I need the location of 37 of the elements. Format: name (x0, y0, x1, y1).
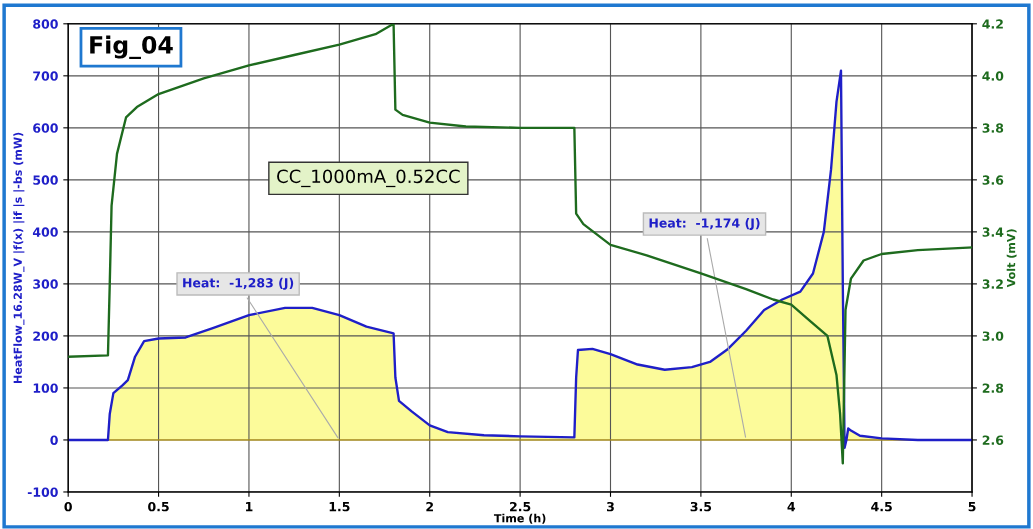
y-tick-label: 600 (33, 123, 58, 133)
y2-tick-label: 3.2 (982, 279, 1003, 289)
y2-axis-title: Volt (mV) (1006, 229, 1017, 288)
y-tick-label: 200 (33, 331, 58, 341)
y-tick-label: 0 (50, 435, 58, 445)
y-tick-label: 400 (32, 227, 58, 237)
x-tick-label: 4 (787, 502, 796, 512)
y-tick-label: 300 (33, 279, 58, 289)
y-tick-label: 500 (33, 175, 58, 185)
y2-tick-label: 2.8 (982, 383, 1004, 393)
x-axis-title: Time (h) (493, 513, 546, 524)
y-tick-label: 700 (33, 71, 58, 81)
y-axis-title: HeatFlow_16.28W_V |f(x) |if |s |-bs (mW) (13, 132, 25, 383)
annotation: Heat: -1,283 (J) (183, 277, 294, 290)
x-tick-label: 2.5 (510, 501, 531, 512)
y2-tick-label: 4.0 (982, 71, 1004, 81)
x-tick-label: 1 (246, 502, 253, 512)
x-tick-label: 2 (426, 501, 433, 512)
y2-tick-label: 2.6 (982, 435, 1004, 445)
annotation: CC_1000mA_0.52CC (277, 169, 460, 188)
chart-title: Fig_04 (90, 35, 173, 60)
x-tick-label: 3.5 (690, 501, 712, 512)
y-tick-label: -100 (27, 487, 58, 497)
x-tick-label: 3 (606, 501, 614, 512)
x-tick-label: 4.5 (871, 502, 892, 512)
x-tick-label: 1.5 (329, 502, 350, 512)
y2-tick-label: 3.4 (982, 227, 1004, 237)
y-tick-label: 100 (33, 383, 58, 393)
x-tick-label: 0 (64, 501, 72, 512)
x-tick-label: 0.5 (148, 501, 169, 512)
x-tick-label: 5 (968, 502, 976, 512)
y2-tick-label: 3.6 (982, 175, 1004, 185)
y-tick-label: 800 (33, 19, 58, 29)
annotation: Heat: -1,174 (J) (649, 218, 760, 231)
y2-tick-label: 4.2 (982, 19, 1003, 29)
y2-tick-label: 3.8 (982, 123, 1004, 133)
y2-tick-label: 3.0 (982, 331, 1004, 341)
